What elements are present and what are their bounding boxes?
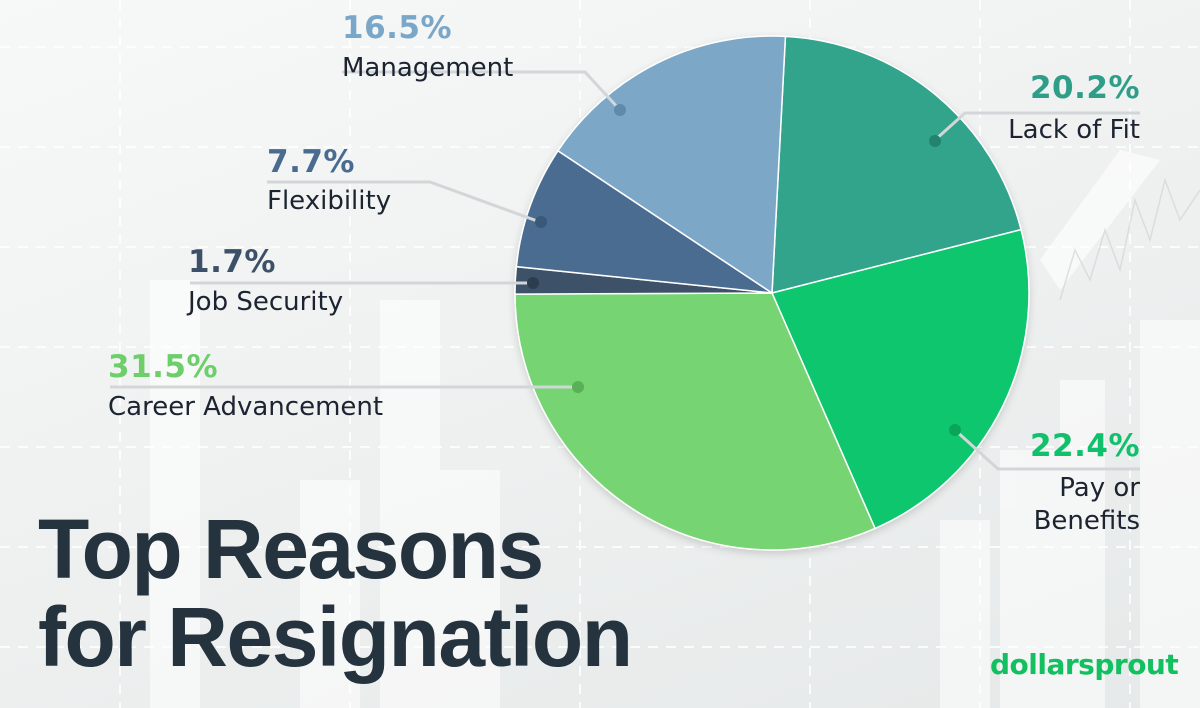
job-security-percent: 1.7% bbox=[188, 244, 276, 280]
leader-line-flexibility bbox=[267, 180, 541, 224]
career-percent: 31.5% bbox=[108, 349, 219, 385]
management-name: Management bbox=[342, 53, 514, 83]
pie-slice-flexibility bbox=[515, 149, 773, 294]
lack-of-fit-percent: 20.2% bbox=[1029, 70, 1140, 106]
lack-of-fit-name: Lack of Fit bbox=[1008, 115, 1140, 145]
pay-name-line2: Benefits bbox=[1033, 506, 1140, 536]
title-line-2: for Resignation bbox=[38, 590, 633, 684]
management-percent: 16.5% bbox=[342, 10, 453, 46]
leader-dot-pay bbox=[949, 424, 961, 436]
logo-text: dollarsprout bbox=[990, 648, 1179, 681]
career-name: Career Advancement bbox=[108, 392, 384, 422]
pie-slice-career-advancement bbox=[514, 292, 877, 551]
leader-lines bbox=[110, 70, 1140, 471]
leader-dot-management bbox=[614, 104, 626, 116]
leader-dots bbox=[527, 104, 961, 436]
page-title: Top Reasons for Resignation bbox=[38, 502, 633, 684]
label-management: 16.5% Management bbox=[342, 10, 513, 85]
pie-slice-management bbox=[556, 35, 787, 295]
pay-percent: 22.4% bbox=[1029, 428, 1140, 464]
leader-dot-career bbox=[572, 381, 584, 393]
pie-slice-lack-of-fit bbox=[771, 35, 1022, 294]
flexibility-name: Flexibility bbox=[267, 186, 392, 216]
pay-name-line1: Pay or bbox=[1059, 473, 1140, 503]
pie-slices bbox=[514, 35, 1030, 551]
title-line-1: Top Reasons bbox=[38, 502, 544, 596]
label-job-security: 1.7% Job Security bbox=[188, 244, 343, 319]
leader-dot-lack-of-fit bbox=[929, 135, 941, 147]
leader-line-management bbox=[342, 70, 622, 112]
leader-dot-job-security bbox=[527, 277, 539, 289]
label-flexibility: 7.7% Flexibility bbox=[267, 144, 391, 218]
pie-slice-pay-or-benefits bbox=[770, 228, 1030, 530]
flexibility-percent: 7.7% bbox=[267, 144, 355, 180]
leader-dot-flexibility bbox=[535, 216, 547, 228]
label-career-advancement: 31.5% Career Advancement bbox=[108, 349, 383, 424]
dollarsprout-logo: dollarsprout bbox=[990, 648, 1179, 681]
job-security-name: Job Security bbox=[188, 287, 344, 317]
leader-line-lack-of-fit bbox=[933, 111, 1140, 142]
label-pay-or-benefits: 22.4% Pay or Benefits bbox=[1030, 428, 1140, 538]
label-lack-of-fit: 20.2% Lack of Fit bbox=[1008, 70, 1140, 147]
leader-line-pay bbox=[953, 428, 1140, 471]
